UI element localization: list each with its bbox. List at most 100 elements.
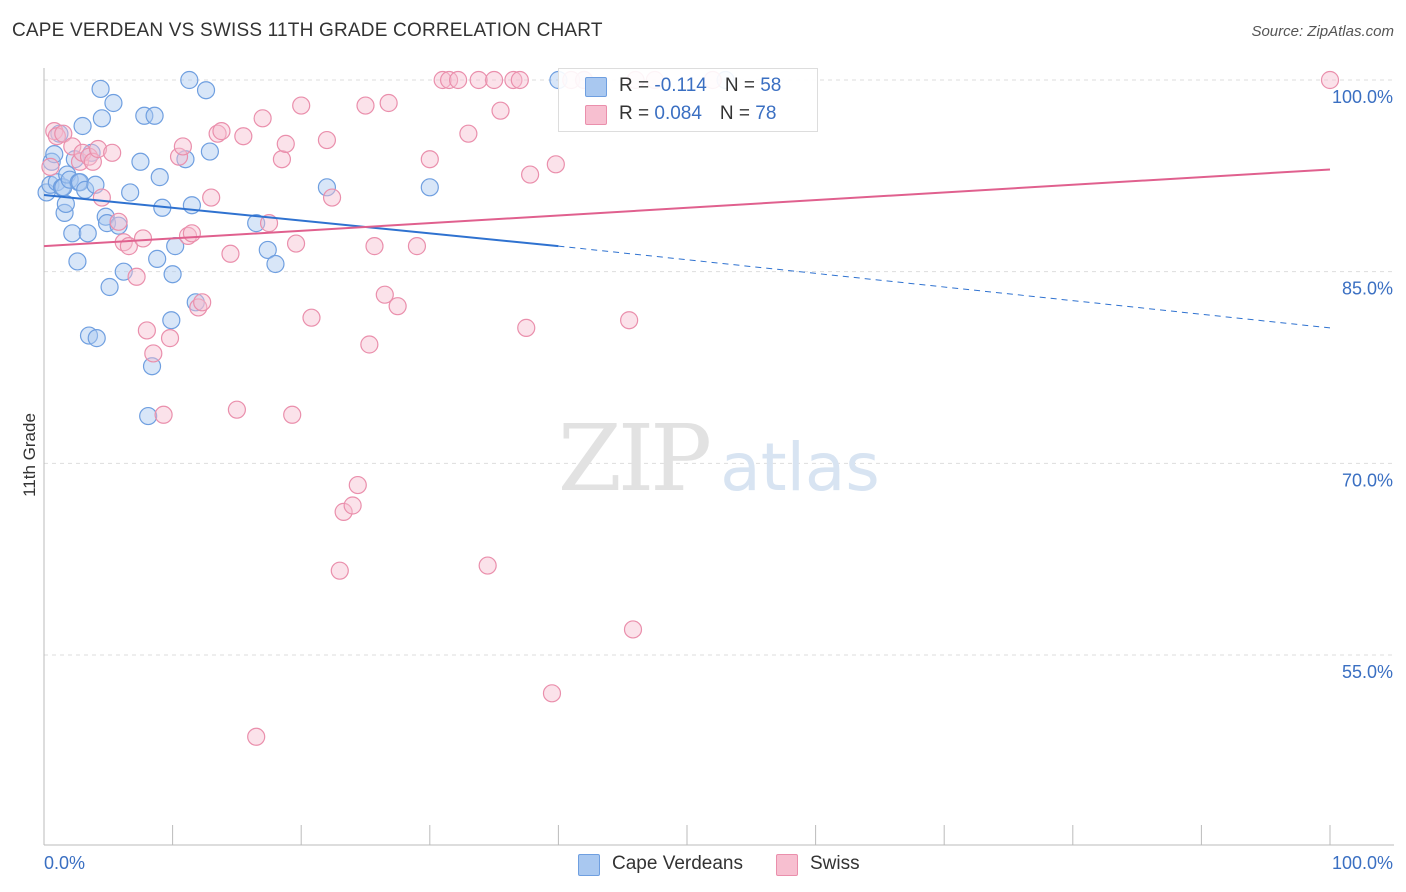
swiss-point (88, 139, 108, 159)
swiss-point (133, 229, 153, 248)
swiss-point (478, 556, 497, 575)
swiss-point (272, 150, 292, 169)
swiss-point (360, 335, 379, 354)
cape-point (180, 70, 199, 90)
cape-point (150, 168, 169, 187)
y-tick-label: 85.0% (1342, 279, 1393, 299)
swiss-point (193, 293, 212, 312)
swiss-point (259, 214, 279, 233)
cape-point (266, 254, 285, 274)
swiss-point (334, 502, 353, 521)
cape-point (131, 152, 150, 171)
cape-point (162, 311, 181, 330)
swiss-point (212, 122, 231, 141)
swiss-point (546, 155, 565, 174)
cape-point (200, 142, 219, 161)
y-tick-label: 55.0% (1342, 662, 1393, 682)
swiss-point (388, 297, 407, 316)
swiss-r-value: 0.084 (654, 103, 702, 124)
stats-text-swiss: R = 0.084 N = 78 (619, 103, 776, 125)
swiss-point (144, 344, 163, 363)
tick-labels: 100.0% 85.0% 70.0% 55.0% 0.0% 100.0% (44, 87, 1393, 873)
bottom-legend: Cape Verdeans Swiss (0, 852, 1406, 878)
swiss-n-value: 78 (755, 103, 777, 124)
cape-point (317, 178, 337, 197)
cape-point (139, 406, 158, 426)
swiss-point (348, 475, 367, 495)
trend-layer (43, 168, 1331, 329)
chart-title: CAPE VERDEAN VS SWISS 11TH GRADE CORRELA… (12, 20, 603, 41)
swiss-point (322, 188, 342, 207)
swiss-swatch (585, 105, 607, 125)
swiss-point (517, 318, 536, 337)
swiss-trend-line (43, 168, 1331, 248)
swiss-point (169, 147, 189, 166)
cape-point (121, 183, 140, 202)
points-layer (37, 70, 1340, 746)
swiss-point (317, 130, 337, 150)
swiss-point (173, 137, 192, 156)
cape-point (92, 109, 111, 128)
swiss-point (221, 244, 240, 263)
cape-point (56, 194, 75, 214)
x-tick-label: 100.0% (1332, 853, 1393, 873)
swiss-r-label: R = (619, 103, 655, 124)
swiss-point (623, 620, 643, 639)
cape-point (97, 214, 117, 233)
swiss-point (127, 267, 146, 286)
y-tick-label: 100.0% (1332, 87, 1393, 107)
cape-point (50, 124, 69, 143)
swiss-point (234, 127, 253, 146)
cape-point (78, 224, 97, 243)
swiss-point (292, 96, 311, 115)
swiss-point (469, 70, 488, 90)
cape-point (145, 106, 164, 125)
swiss-point (154, 405, 173, 424)
swiss-point (302, 308, 321, 327)
cape-point (247, 214, 266, 233)
legend-swiss-swatch (776, 854, 798, 876)
swiss-point (448, 70, 468, 90)
cape-point (258, 240, 277, 260)
watermark-zip: ZIP (558, 405, 709, 512)
swiss-point (227, 400, 246, 419)
y-tick-label: 70.0% (1342, 470, 1393, 490)
cape-n-label: N = (724, 75, 761, 96)
swiss-point (510, 70, 529, 90)
cape-point (100, 277, 119, 297)
swiss-point (521, 165, 540, 184)
legend-swiss-label: Swiss (810, 853, 860, 874)
swiss-point (1320, 70, 1340, 90)
swiss-point (375, 285, 394, 304)
swiss-point (160, 329, 180, 348)
swiss-point (459, 124, 478, 143)
swiss-point (283, 405, 302, 424)
cape-point (186, 293, 205, 312)
swiss-point (137, 321, 156, 340)
cape-point (63, 224, 82, 243)
swiss-n-label: N = (719, 103, 756, 124)
swiss-point (247, 727, 266, 746)
watermark: ZIP atlas (558, 405, 880, 512)
legend-cape-swatch (578, 854, 600, 876)
swiss-point (356, 96, 375, 115)
swiss-point (182, 224, 201, 243)
cape-point (68, 252, 87, 271)
swiss-point (620, 311, 639, 330)
cape-point (148, 249, 167, 268)
swiss-point (276, 134, 295, 153)
cape-trend-line-extrapolated (558, 245, 1331, 329)
axes-layer (43, 68, 1394, 846)
cape-point (87, 329, 106, 348)
swiss-point (407, 237, 427, 256)
grid-layer (44, 79, 1394, 656)
cape-swatch (585, 77, 607, 97)
swiss-point (379, 93, 398, 113)
swiss-point (491, 101, 510, 120)
swiss-point (343, 496, 362, 515)
swiss-point (54, 124, 73, 143)
swiss-point (109, 212, 128, 231)
cape-point (109, 216, 128, 235)
cape-point (104, 93, 123, 113)
swiss-point (253, 109, 272, 128)
